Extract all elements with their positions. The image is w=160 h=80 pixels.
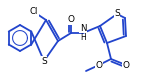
Text: H: H xyxy=(80,33,86,42)
Text: O: O xyxy=(68,16,75,24)
Text: Cl: Cl xyxy=(30,8,38,16)
Text: S: S xyxy=(114,10,120,18)
Text: S: S xyxy=(41,56,47,66)
Text: O: O xyxy=(123,60,129,70)
Text: N: N xyxy=(80,24,86,33)
Text: O: O xyxy=(96,60,103,70)
